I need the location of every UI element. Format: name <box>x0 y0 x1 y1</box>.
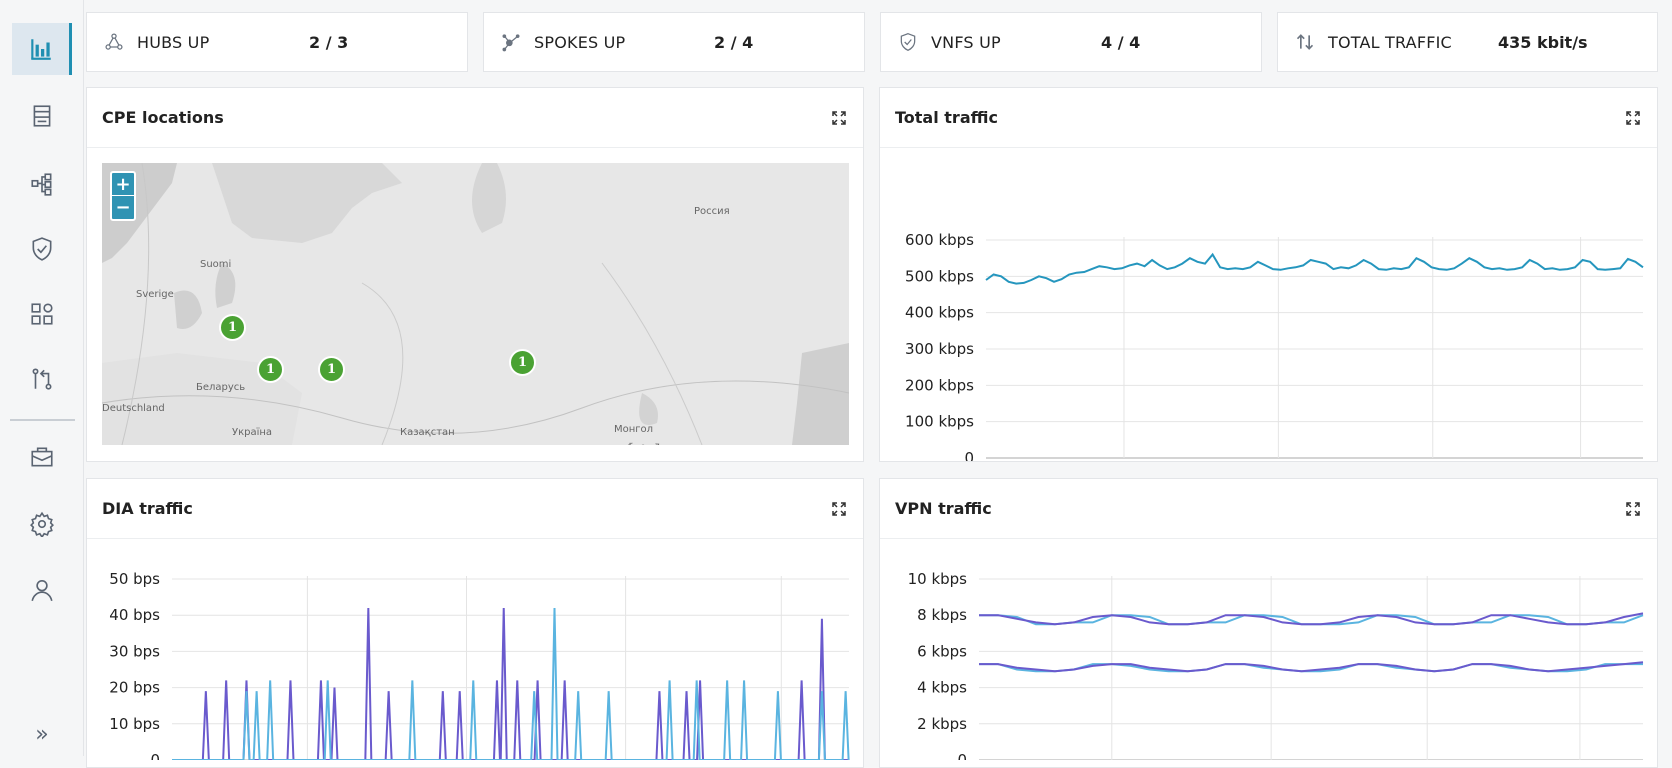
bar-chart-icon <box>30 39 51 60</box>
stat-value: 2 / 3 <box>309 32 349 52</box>
arrows-updown-icon <box>1292 29 1318 55</box>
series-line <box>979 661 1644 673</box>
y-tick-label: 4 kbps <box>917 679 967 697</box>
cpe-marker[interactable]: 1 <box>318 356 345 383</box>
series-line <box>979 614 1644 626</box>
y-tick-label: 10 kbps <box>908 570 968 588</box>
dia-traffic-panel: DIA traffic 50 bps 40 bps 30 bps 20 bps 10 b… <box>86 478 864 768</box>
stat-value: 4 / 4 <box>1101 32 1141 52</box>
stat-vnfs-up: VNFS UP 4 / 4 <box>880 12 1262 72</box>
panel-title: Total traffic <box>880 88 1657 148</box>
nav-dashboard[interactable] <box>12 23 72 75</box>
user-icon <box>31 579 53 602</box>
map-background <box>102 163 849 445</box>
panel-title: VPN traffic <box>880 479 1657 539</box>
zoom-out-button[interactable]: − <box>115 197 131 218</box>
series-line <box>985 252 1644 285</box>
expand-icon[interactable] <box>1625 110 1641 126</box>
hub-icon <box>101 29 127 55</box>
stat-total-traffic: TOTAL TRAFFIC 435 kbit/s <box>1277 12 1658 72</box>
nav-divider <box>10 419 75 421</box>
y-tick-label: 400 kbps <box>905 304 974 322</box>
network-icon <box>31 173 52 196</box>
cpe-marker[interactable]: 1 <box>219 314 246 341</box>
series-line <box>172 607 849 760</box>
nav-security[interactable] <box>12 223 72 275</box>
nav-inventory[interactable] <box>12 90 72 142</box>
y-tick-label: 40 bps <box>109 606 160 624</box>
apps-icon <box>31 303 53 325</box>
y-tick-label: 300 kbps <box>905 340 974 358</box>
gear-icon <box>30 511 54 537</box>
y-tick-label: 600 kbps <box>905 231 974 249</box>
y-tick-label: 200 kbps <box>905 376 974 394</box>
map-label: Deutschland <box>102 403 165 414</box>
stat-label: TOTAL TRAFFIC <box>1328 32 1452 52</box>
total-traffic-panel: Total traffic 600 kbps 500 kbps 400 kbps 30… <box>879 87 1658 462</box>
y-tick-label: 50 bps <box>109 570 160 588</box>
y-tick-label: 2 kbps <box>917 715 967 733</box>
map-label: Казақстан <box>400 427 455 438</box>
nav-settings[interactable] <box>12 498 72 550</box>
y-tick-label: 0 <box>964 449 974 461</box>
y-tick-label: 100 kbps <box>905 413 974 431</box>
routing-icon <box>32 368 52 390</box>
zoom-control: + − <box>110 171 136 221</box>
briefcase-icon <box>31 447 53 467</box>
zoom-in-button[interactable]: + <box>112 173 134 196</box>
shield-check-icon <box>32 237 52 261</box>
map-label: Україна <box>232 427 273 438</box>
stat-label: VNFS UP <box>931 32 1001 52</box>
series-line <box>172 607 850 760</box>
map-label: Suomi <box>200 259 232 270</box>
map-label: Монгол <box>614 424 654 435</box>
y-tick-label: 500 kbps <box>905 267 974 285</box>
nav-routing[interactable] <box>12 353 72 405</box>
vpn-traffic-panel: VPN traffic 10 kbps 8 kbps 6 kbps 4 kbps 2 k… <box>879 478 1658 768</box>
nav-apps[interactable] <box>12 288 72 340</box>
map-label: Россия <box>694 206 730 217</box>
stat-value: 2 / 4 <box>714 32 754 52</box>
total-traffic-chart: 600 kbps 500 kbps 400 kbps 300 kbps 200 kbps… <box>905 231 1644 461</box>
cpe-marker[interactable]: 1 <box>509 349 536 376</box>
y-tick-label: 8 kbps <box>917 606 967 624</box>
expand-icon[interactable] <box>1625 501 1641 517</box>
map[interactable]: + − Россия Suomi Sverige Беларусь Deutsc… <box>102 163 849 445</box>
stat-label: SPOKES UP <box>534 32 626 52</box>
stat-hubs-up: HUBS UP 2 / 3 <box>86 12 468 72</box>
y-tick-label: 6 kbps <box>917 642 967 660</box>
stat-label: HUBS UP <box>137 32 210 52</box>
y-tick-label: 10 bps <box>109 715 160 733</box>
server-icon <box>33 105 51 127</box>
map-label: Sverige <box>136 289 174 300</box>
expand-icon[interactable] <box>831 110 847 126</box>
double-chevron-right-icon: » <box>35 721 49 747</box>
y-tick-label: 20 bps <box>109 679 160 697</box>
expand-icon[interactable] <box>831 501 847 517</box>
series-line <box>979 612 1644 626</box>
nav-topology[interactable] <box>12 158 72 210</box>
stat-spokes-up: SPOKES UP 2 / 4 <box>483 12 865 72</box>
shield-check-icon <box>895 29 921 55</box>
spoke-icon <box>498 29 524 55</box>
nav-jobs[interactable] <box>12 431 72 483</box>
nav-user[interactable] <box>12 564 72 616</box>
panel-title: DIA traffic <box>87 479 863 539</box>
sidebar: » <box>0 0 84 756</box>
map-label: улс ᠮᠣᠩᠭᠣᠯ <box>607 436 660 445</box>
y-tick-label: 30 bps <box>109 642 160 660</box>
stat-value: 435 kbit/s <box>1498 32 1588 52</box>
cpe-marker[interactable]: 1 <box>257 356 284 383</box>
cpe-locations-panel: CPE locations + − Россия Suomi Sverige Б… <box>86 87 864 462</box>
panel-title: CPE locations <box>87 88 863 148</box>
map-label: Беларусь <box>196 382 246 393</box>
expand-sidebar-button[interactable]: » <box>12 708 72 760</box>
